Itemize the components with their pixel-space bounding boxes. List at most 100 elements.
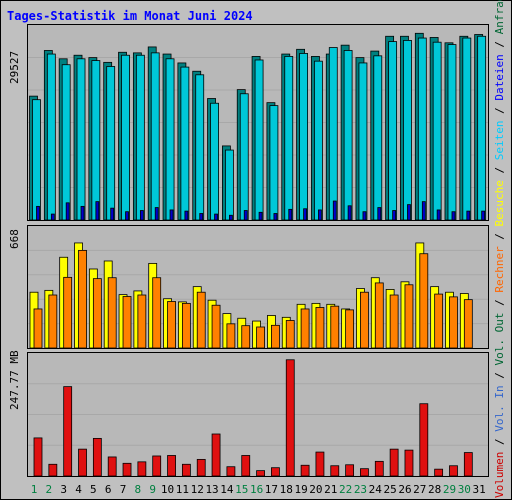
- bar-volumen: [300, 464, 310, 476]
- x-tick-label: 19: [294, 483, 308, 496]
- bar-rechner: [271, 324, 280, 348]
- middle-axis-label: 668: [8, 225, 24, 349]
- bar-dateien: [432, 41, 442, 220]
- x-tick-label: 7: [119, 483, 127, 496]
- bar-volumen: [389, 448, 399, 476]
- bar-dateien: [91, 60, 101, 220]
- bar-volumen: [404, 449, 414, 476]
- bar-seiten: [65, 202, 70, 220]
- x-tick-label: 10: [160, 483, 175, 496]
- visits-bars: [28, 242, 488, 348]
- legend-entry: /: [493, 34, 506, 55]
- bar-rechner: [137, 294, 147, 348]
- bottom-axis-max: 247.77 MB: [8, 350, 21, 410]
- bar-dateien: [180, 66, 190, 220]
- legend-entry: Vol. Out: [493, 312, 506, 366]
- legend-entry: /: [493, 431, 506, 452]
- x-tick-label: 6: [104, 483, 112, 496]
- top-axis-label: 29527: [8, 24, 24, 221]
- panel-visits: [27, 225, 489, 349]
- x-tick-label: 1: [30, 483, 38, 496]
- x-tick-label: 24: [368, 483, 382, 496]
- bar-dateien: [343, 50, 353, 220]
- bar-rechner: [211, 304, 221, 348]
- volume-bars: [28, 359, 488, 476]
- bar-dateien: [210, 102, 219, 220]
- bar-seiten: [288, 208, 293, 220]
- bar-dateien: [388, 41, 398, 220]
- bar-seiten: [214, 213, 218, 220]
- legend-entry: /: [493, 226, 506, 247]
- bar-volumen: [463, 452, 473, 476]
- bar-volumen: [181, 463, 191, 476]
- x-tick-label: 26: [398, 483, 412, 496]
- bar-dateien: [462, 37, 472, 220]
- bar-volumen: [211, 433, 221, 476]
- legend-entry: Volumen: [493, 451, 506, 498]
- bar-volumen: [315, 451, 325, 476]
- bar-dateien: [76, 58, 86, 220]
- bar-volumen: [78, 448, 87, 476]
- bar-volumen: [122, 462, 132, 476]
- bar-rechner: [152, 277, 162, 348]
- bar-rechner: [107, 277, 117, 348]
- bar-rechner: [167, 301, 176, 348]
- bar-seiten: [451, 211, 456, 220]
- middle-axis-max: 668: [8, 229, 21, 249]
- bar-seiten: [318, 209, 322, 220]
- bar-seiten: [273, 213, 278, 220]
- bar-seiten: [80, 205, 85, 220]
- panel-volume: [27, 352, 489, 477]
- legend-entry: /: [493, 292, 506, 313]
- bar-dateien: [358, 62, 368, 220]
- bar-seiten: [421, 201, 426, 220]
- bar-seiten: [303, 208, 307, 220]
- bar-seiten: [50, 213, 55, 220]
- bar-seiten: [436, 209, 441, 220]
- bar-seiten: [362, 211, 367, 220]
- bar-seiten: [139, 210, 144, 220]
- bar-seiten: [466, 210, 471, 220]
- bar-dateien: [447, 44, 457, 220]
- bar-seiten: [332, 200, 337, 220]
- bar-volumen: [92, 437, 102, 476]
- bar-volumen: [374, 460, 384, 476]
- bar-dateien: [135, 54, 145, 220]
- x-tick-label: 28: [428, 483, 442, 496]
- bar-rechner: [404, 284, 414, 348]
- bar-rechner: [78, 249, 87, 348]
- bar-seiten: [258, 211, 263, 220]
- bar-rechner: [389, 294, 399, 348]
- x-axis-labels: 1 2 3 4 5 6 7 8 9 10 11 12 13 14 15 16 17 18 19 20 21 22 23 24 2…: [27, 483, 489, 497]
- bar-seiten: [36, 205, 40, 220]
- bar-volumen: [256, 470, 265, 476]
- bar-seiten: [199, 213, 204, 220]
- chart-title: Tages-Statistik im Monat Juni 2024: [7, 9, 253, 23]
- bar-seiten: [184, 210, 189, 220]
- bar-dateien: [284, 56, 294, 220]
- x-tick-label: 14: [220, 483, 234, 496]
- bar-seiten: [392, 210, 397, 220]
- bar-seiten: [407, 204, 411, 220]
- bar-rechner: [345, 309, 355, 348]
- bar-rechner: [360, 291, 369, 348]
- bar-rechner: [300, 308, 310, 348]
- x-tick-label: 29: [442, 483, 457, 496]
- legend-entry: Seiten: [493, 120, 506, 161]
- x-tick-label: 11: [175, 483, 189, 496]
- bar-volumen: [434, 468, 444, 476]
- bar-rechner: [256, 326, 265, 348]
- bar-rechner: [48, 294, 58, 348]
- bar-volumen: [419, 403, 429, 476]
- bar-dateien: [477, 35, 487, 220]
- bar-seiten: [95, 201, 100, 220]
- legend-entry: Besuche: [493, 180, 506, 227]
- bar-rechner: [449, 296, 458, 348]
- bar-rechner: [285, 320, 295, 348]
- panel-requests: [27, 24, 489, 221]
- bar-rechner: [181, 302, 191, 348]
- x-tick-label: 4: [75, 483, 82, 496]
- x-tick-label: 18: [279, 483, 293, 496]
- bar-rechner: [419, 253, 429, 348]
- bar-volumen: [360, 468, 369, 476]
